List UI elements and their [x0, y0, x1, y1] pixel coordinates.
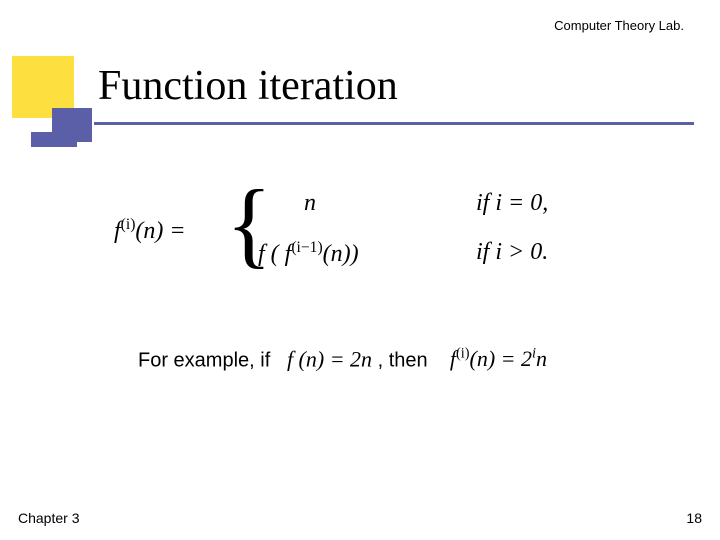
slide-title: Function iteration — [98, 62, 398, 110]
math-lhs: f(i)(n) = — [114, 216, 186, 245]
math-cond2: if i > 0. — [476, 239, 548, 266]
example-f2-post: n — [536, 346, 547, 371]
math-cond1-body: i = 0, — [495, 190, 548, 216]
math-case2-pre: f ( f — [258, 241, 291, 267]
example-f2: f(i)(n) = 2in — [450, 346, 547, 371]
title-underline — [94, 122, 694, 125]
math-case2: f ( f(i−1)(n)) — [258, 239, 359, 268]
math-case1: n — [304, 190, 316, 217]
example-comma-then: , then — [378, 349, 428, 371]
example-f1: f (n) = 2n — [287, 346, 372, 371]
math-lhs-f: f — [114, 218, 121, 244]
math-cond1-if: if — [476, 190, 489, 216]
example-pre: For example, if — [138, 349, 270, 371]
slide: Computer Theory Lab. Function iteration … — [0, 0, 720, 540]
example-line: For example, if f (n) = 2n , then f(i)(n… — [138, 346, 547, 372]
math-definition: f(i)(n) = { n f ( f(i−1)(n)) if i = 0, i… — [114, 184, 604, 284]
lab-label: Computer Theory Lab. — [554, 18, 684, 33]
footer-page-number: 18 — [686, 510, 702, 526]
footer-chapter: Chapter 3 — [18, 510, 79, 526]
math-cond2-body: i > 0. — [495, 239, 548, 265]
example-f2-mid: (n) = 2 — [470, 346, 533, 371]
decor-purple-block-2 — [31, 132, 77, 147]
math-lhs-sup: (i) — [121, 216, 136, 233]
math-cond1: if i = 0, — [476, 190, 548, 217]
math-case2-post: (n)) — [323, 241, 359, 267]
example-f2-sup: (i) — [456, 346, 470, 362]
math-lhs-arg: (n) = — [135, 218, 185, 244]
math-cond2-if: if — [476, 239, 489, 265]
math-case2-sup: (i−1) — [291, 239, 322, 256]
